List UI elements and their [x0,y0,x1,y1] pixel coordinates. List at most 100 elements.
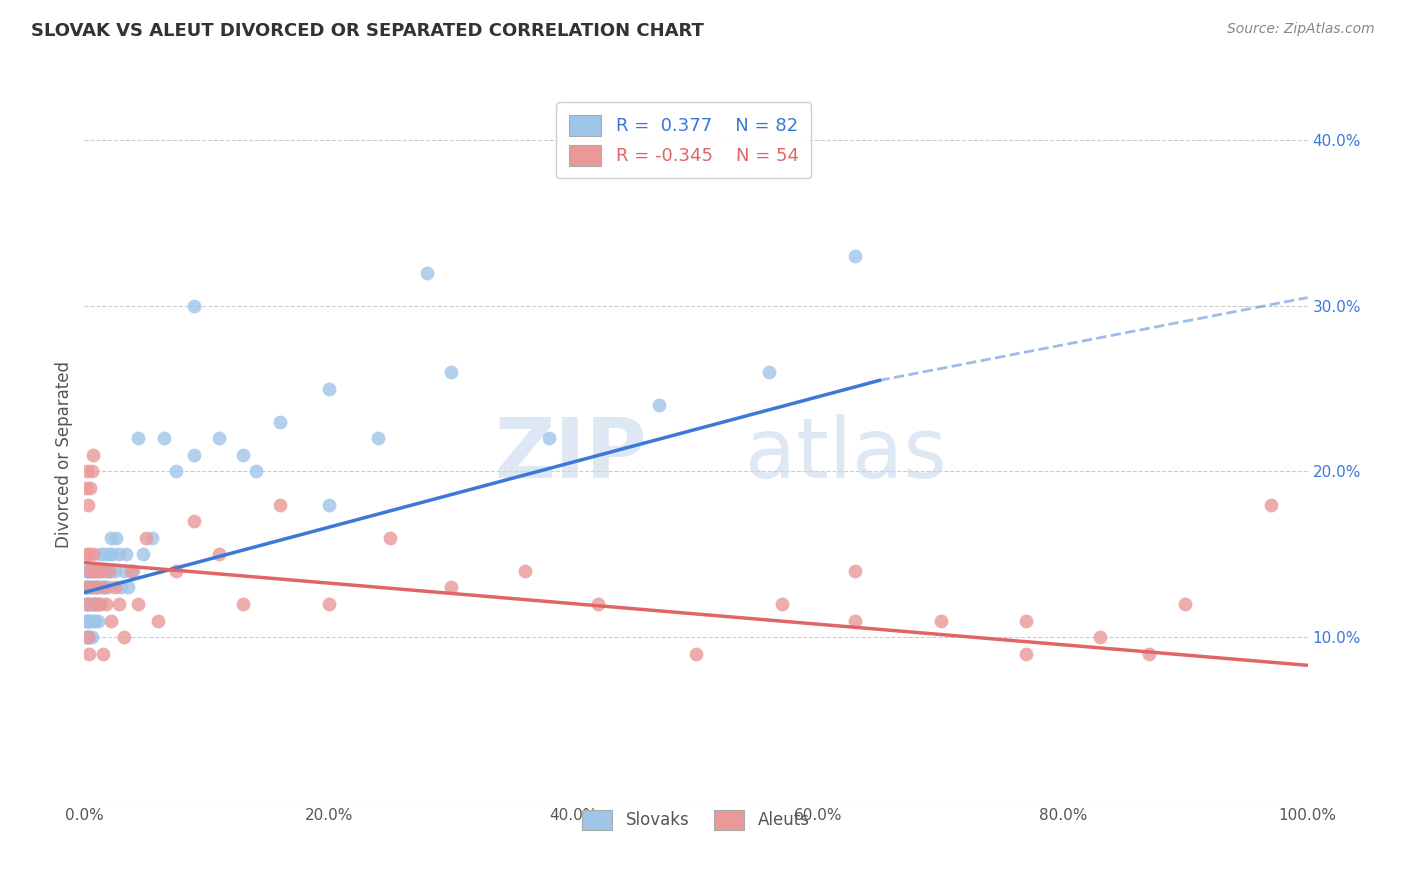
Point [100,614,122,628]
Point [82,581,104,595]
Point [77,597,100,611]
Point [183,299,205,313]
Point [87,597,110,611]
Point [97,564,120,578]
Point [77,547,100,561]
Point [75,630,97,644]
Point [93,581,115,595]
Point [87,564,110,578]
Point [79,581,101,595]
Point [96,597,118,611]
Point [75,564,97,578]
Y-axis label: Divorced or Separated: Divorced or Separated [55,361,73,549]
Point [76,630,98,644]
Point [513,564,536,578]
Point [153,431,176,445]
Point [75,597,97,611]
Point [165,465,187,479]
Point [183,514,205,528]
Point [77,647,100,661]
Point [1015,647,1038,661]
Point [84,614,107,628]
Point [80,581,103,595]
Point [77,614,100,628]
Point [77,630,100,644]
Point [97,547,120,561]
Point [76,581,98,595]
Point [82,614,104,628]
Point [77,581,100,595]
Point [132,547,155,561]
Point [440,365,463,379]
Point [82,547,104,561]
Point [208,431,231,445]
Point [1260,498,1282,512]
Point [91,647,114,661]
Point [538,431,561,445]
Point [79,481,101,495]
Point [101,547,124,561]
Point [117,581,139,595]
Point [83,597,105,611]
Point [79,564,101,578]
Point [104,564,127,578]
Point [76,597,98,611]
Point [844,564,866,578]
Point [107,547,129,561]
Point [76,597,98,611]
Point [141,531,163,545]
Point [79,597,101,611]
Point [97,581,120,595]
Text: ZIP: ZIP [495,415,647,495]
Point [318,597,340,611]
Point [76,564,98,578]
Point [94,581,117,595]
Point [318,498,340,512]
Point [929,614,952,628]
Point [844,249,866,263]
Point [1088,630,1111,644]
Point [183,448,205,462]
Point [380,531,402,545]
Point [122,564,145,578]
Legend: Slovaks, Aleuts: Slovaks, Aleuts [575,804,817,836]
Point [75,481,97,495]
Point [440,581,463,595]
Point [245,465,267,479]
Point [83,564,105,578]
Point [135,531,157,545]
Point [87,564,110,578]
Point [87,597,110,611]
Point [83,581,105,595]
Point [96,564,118,578]
Point [107,597,129,611]
Point [91,581,114,595]
Point [80,564,103,578]
Point [89,564,111,578]
Point [91,564,114,578]
Point [416,266,439,280]
Point [80,597,103,611]
Text: Source: ZipAtlas.com: Source: ZipAtlas.com [1227,22,1375,37]
Point [269,498,291,512]
Point [844,614,866,628]
Point [758,365,780,379]
Point [104,581,127,595]
Point [165,564,187,578]
Point [77,630,100,644]
Point [86,581,108,595]
Text: SLOVAK VS ALEUT DIVORCED OR SEPARATED CORRELATION CHART: SLOVAK VS ALEUT DIVORCED OR SEPARATED CO… [31,22,704,40]
Point [367,431,389,445]
Point [87,614,110,628]
Point [84,597,107,611]
Point [86,581,108,595]
Point [76,614,98,628]
Point [232,448,254,462]
Point [77,498,100,512]
Point [80,465,103,479]
Point [87,581,110,595]
Point [75,581,97,595]
Point [127,431,149,445]
Point [146,614,169,628]
Point [77,581,100,595]
